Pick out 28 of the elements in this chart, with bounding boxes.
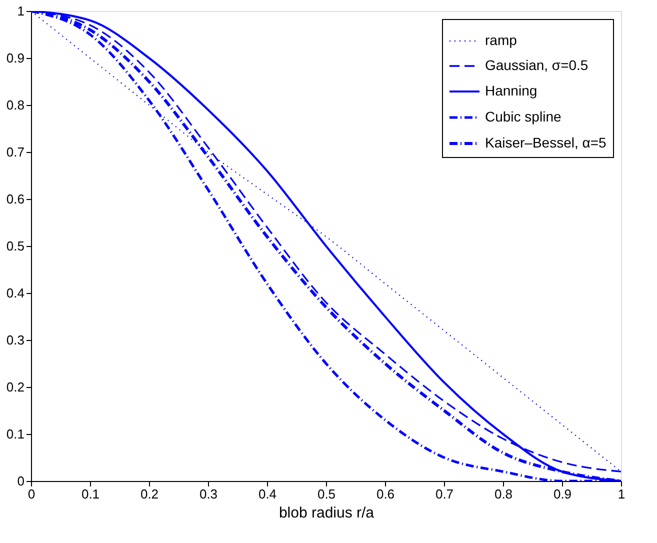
x-tick-label: 0.2 — [140, 486, 159, 502]
y-tick-label: 0.9 — [6, 50, 24, 66]
x-tick-label: 0.4 — [258, 486, 277, 502]
legend-label: Hanning — [485, 82, 538, 98]
y-tick-label: 1 — [17, 4, 24, 18]
x-tick-label: 0.3 — [199, 486, 218, 502]
x-tick-label: 0.1 — [81, 486, 100, 502]
y-tick-label: 0.5 — [6, 238, 24, 254]
y-tick-label: 0.4 — [6, 286, 24, 300]
legend-label: Cubic spline — [485, 108, 562, 124]
x-tick-label: 0.6 — [376, 486, 395, 502]
y-tick-label: 0.6 — [6, 192, 24, 206]
x-tick-label: 0.8 — [494, 486, 513, 502]
y-tick-label: 0 — [17, 474, 24, 488]
x-axis-title: blob radius r/a — [278, 504, 375, 522]
legend-label: Gaussian, σ=0.5 — [485, 57, 588, 73]
x-tick-label: 1 — [618, 486, 626, 502]
x-tick-label: 0.5 — [317, 486, 336, 502]
x-tick-label: 0 — [28, 486, 36, 502]
y-tick-label: 0.8 — [6, 98, 24, 112]
legend-label: ramp — [485, 32, 518, 48]
y-tick-label: 0.2 — [6, 380, 24, 394]
y-tick-label: 0.3 — [6, 332, 24, 348]
y-tick-label: 0.1 — [6, 426, 24, 442]
x-tick-label: 0.9 — [553, 486, 572, 502]
x-tick-label: 0.7 — [435, 486, 454, 502]
y-tick-label: 0.7 — [6, 144, 24, 160]
legend-label: Kaiser–Bessel, α=5 — [485, 134, 607, 150]
